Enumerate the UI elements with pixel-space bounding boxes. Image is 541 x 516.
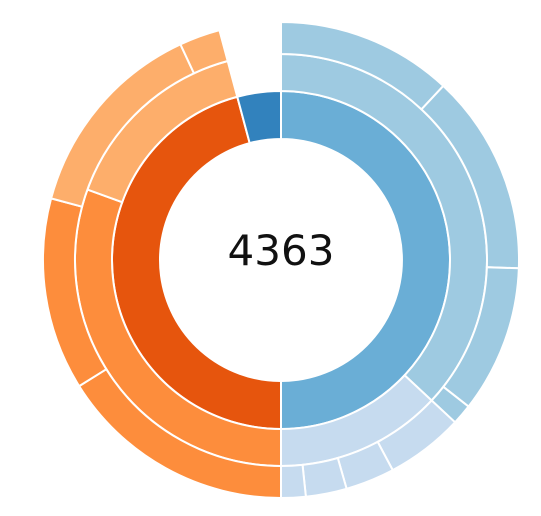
sunburst-segment-ring3-8[interactable] <box>280 463 307 500</box>
center-total-label: 4363 <box>228 226 335 275</box>
sunburst-arcs <box>42 20 520 500</box>
sunburst-segment-ring3-12[interactable] <box>179 28 229 75</box>
sunburst-segment-ring3-7[interactable] <box>301 456 348 498</box>
sunburst-segment-ring1-3[interactable] <box>236 89 282 145</box>
